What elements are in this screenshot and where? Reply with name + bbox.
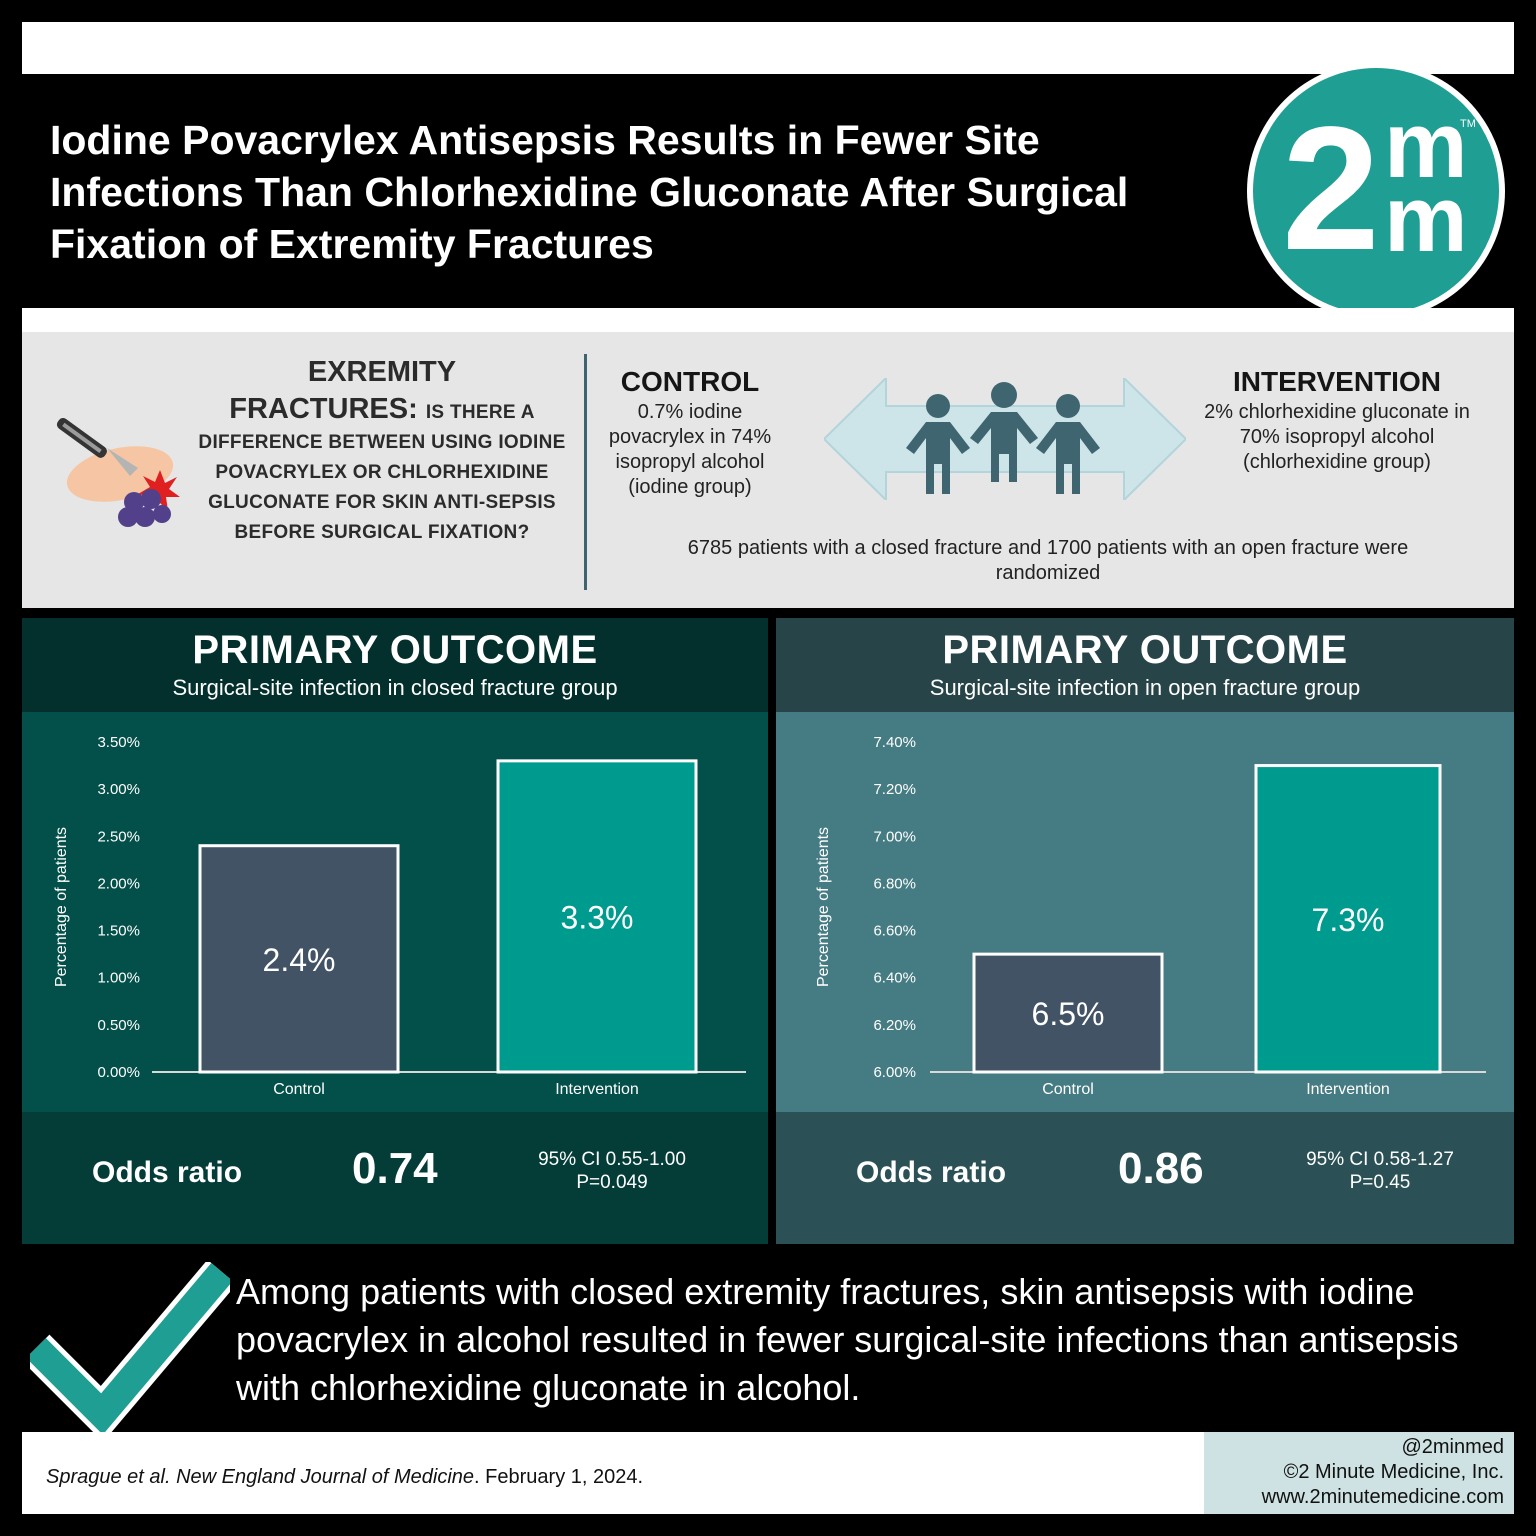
info-top-border	[22, 308, 1514, 332]
intervention-description: 2% chlorhexidine gluconate in 70% isopro…	[1204, 401, 1470, 473]
section-divider	[584, 354, 587, 590]
question-heading-line1: EXREMITY	[307, 356, 457, 388]
logo-numeral: 2	[1282, 91, 1380, 287]
study-info-panel	[22, 332, 1514, 608]
checkmark-icon	[30, 1262, 230, 1434]
y-tick-label: 2.50%	[97, 828, 140, 845]
logo-trademark: TM	[1460, 118, 1476, 130]
surgery-icon	[56, 417, 180, 527]
y-tick-label: 6.40%	[873, 970, 916, 987]
top-border	[22, 22, 1514, 74]
odds-ratio-label: Odds ratio	[92, 1156, 243, 1189]
y-axis-label: Percentage of patients	[53, 827, 70, 987]
logo-letter-top: m	[1384, 92, 1468, 197]
patients-icon	[906, 382, 1100, 494]
odds-ratio-label: Odds ratio	[856, 1156, 1007, 1189]
y-tick-label: 7.00%	[873, 828, 916, 845]
closed-fracture-chart-area: 0.00% 0.50% 1.00% 1.50% 2.00% 2.50% 3.00% 3.50%…	[22, 712, 768, 1112]
brand-logo-circle	[1253, 68, 1499, 314]
question-inline: IS THERE A	[425, 402, 535, 423]
y-tick-label: 6.60%	[873, 923, 916, 940]
randomization-arrow-icon	[824, 378, 1186, 500]
question-heading-line2: FRACTURES:	[229, 393, 418, 425]
page-title: Iodine Povacrylex Antisepsis Results in …	[50, 117, 1129, 267]
citation: Sprague et al. New England Journal of Me…	[46, 1466, 643, 1489]
y-tick-label: 2.00%	[97, 875, 140, 892]
control-description: 0.7% iodine povacrylex in 74% isopropyl …	[608, 401, 772, 498]
copyright: ©2 Minute Medicine, Inc.	[1283, 1461, 1504, 1483]
bar-intervention	[496, 759, 698, 1074]
social-handle: @2minmed	[1401, 1436, 1504, 1458]
y-tick-label: 0.50%	[97, 1017, 140, 1034]
citation-journal: New England Journal of Medicine	[176, 1466, 475, 1488]
x-tick-label: Intervention	[1306, 1081, 1390, 1098]
y-tick-label: 3.00%	[97, 781, 140, 798]
outcome-subheading: Surgical-site infection in open fracture…	[929, 675, 1361, 700]
website-link[interactable]: www.2minutemedicine.com	[1261, 1486, 1504, 1508]
y-tick-label: 3.50%	[97, 734, 140, 751]
x-tick-label: Control	[1042, 1081, 1094, 1098]
closed-fracture-outcome-panel: PRIMARY OUTCOME Surgical-site infection …	[22, 618, 768, 1244]
bar-intervention	[1254, 764, 1442, 1074]
confidence-interval: 95% CI 0.58-1.27 P=0.45	[1280, 1148, 1480, 1194]
open-fracture-bar-chart: 6.00% 6.20% 6.40% 6.60% 6.80% 7.00% 7.20% 7.40%…	[815, 734, 1486, 1098]
control-title: CONTROL	[620, 366, 760, 397]
bar-data-label: 2.4%	[263, 942, 336, 978]
intervention-title: INTERVENTION	[1233, 366, 1441, 397]
y-tick-label: 7.20%	[873, 781, 916, 798]
y-tick-label: 7.40%	[873, 734, 916, 751]
bar-data-label: 7.3%	[1312, 902, 1385, 938]
bar-control	[972, 952, 1164, 1074]
odds-ratio-value: 0.86	[1118, 1144, 1204, 1193]
open-fracture-chart-area: 6.00% 6.20% 6.40% 6.60% 6.80% 7.00% 7.20% 7.40%…	[776, 712, 1514, 1112]
y-tick-label: 0.00%	[97, 1064, 140, 1081]
study-question: EXREMITY FRACTURES: IS THERE A DIFFERENC…	[196, 354, 568, 548]
question-body: DIFFERENCE BETWEEN USING IODINE POVACRYL…	[198, 432, 566, 543]
conclusion-band	[84, 1250, 1514, 1432]
bar-data-label: 6.5%	[1032, 996, 1105, 1032]
p-value: P=0.049	[576, 1172, 648, 1193]
randomization-summary: 6785 patients with a closed fracture and…	[687, 537, 1409, 584]
credits: @2minmed ©2 Minute Medicine, Inc. www.2m…	[1204, 1435, 1504, 1510]
y-tick-label: 1.00%	[97, 970, 140, 987]
outcome-header: PRIMARY OUTCOME Surgical-site infection …	[776, 618, 1514, 712]
y-tick-label: 6.80%	[873, 875, 916, 892]
outcome-subheading: Surgical-site infection in closed fractu…	[172, 675, 618, 700]
y-tick-label: 6.00%	[873, 1064, 916, 1081]
citation-date: . February 1, 2024.	[474, 1466, 644, 1488]
open-fracture-outcome-panel: PRIMARY OUTCOME Surgical-site infection …	[776, 618, 1514, 1244]
credit-box	[1204, 1432, 1514, 1514]
citation-authors: Sprague et al.	[46, 1466, 171, 1488]
x-tick-label: Control	[273, 1081, 325, 1098]
y-tick-label: 6.20%	[873, 1017, 916, 1034]
outcome-header: PRIMARY OUTCOME Surgical-site infection …	[22, 618, 768, 712]
odds-ratio-value: 0.74	[352, 1144, 438, 1193]
closed-fracture-bar-chart: 0.00% 0.50% 1.00% 1.50% 2.00% 2.50% 3.00% 3.50%…	[53, 734, 746, 1098]
conclusion-text: Among patients with closed extremity fra…	[236, 1271, 1459, 1408]
odds-ratio-section: Odds ratio 0.74 95% CI 0.55-1.00 P=0.049	[22, 1112, 768, 1244]
ci-text: 95% CI 0.58-1.27	[1306, 1149, 1454, 1170]
bar-control	[198, 844, 400, 1074]
outcome-heading: PRIMARY OUTCOME	[942, 628, 1348, 672]
x-tick-label: Intervention	[555, 1081, 639, 1098]
confidence-interval: 95% CI 0.55-1.00 P=0.049	[512, 1148, 712, 1194]
bar-data-label: 3.3%	[561, 899, 634, 935]
p-value: P=0.45	[1349, 1172, 1411, 1193]
odds-ratio-section: Odds ratio 0.86 95% CI 0.58-1.27 P=0.45	[776, 1112, 1514, 1244]
ci-text: 95% CI 0.55-1.00	[538, 1149, 686, 1170]
y-tick-label: 1.50%	[97, 923, 140, 940]
y-axis-label: Percentage of patients	[815, 827, 832, 987]
outcome-heading: PRIMARY OUTCOME	[192, 628, 598, 672]
logo-letter-bottom: m	[1384, 166, 1468, 271]
